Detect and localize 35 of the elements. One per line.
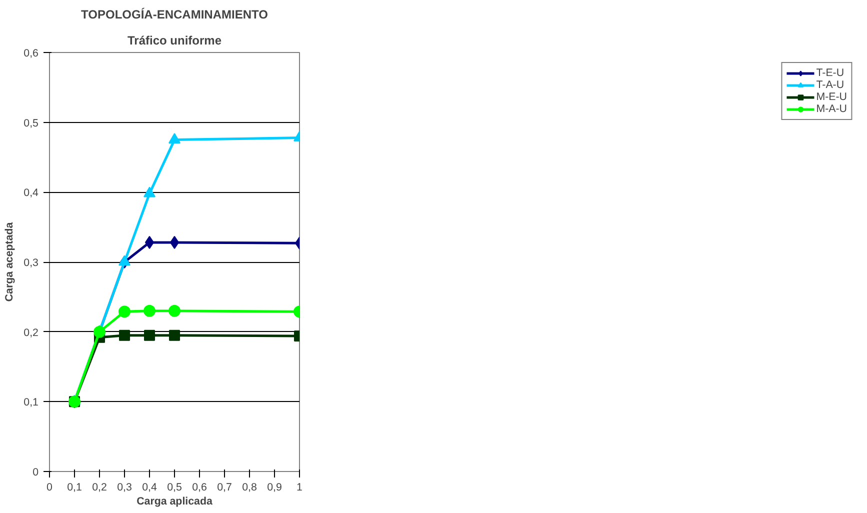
x-tick-label: 0,9 [267, 482, 282, 494]
point [144, 304, 156, 317]
legend-label: M-E-U [816, 91, 847, 103]
y-tick-label: 0,3 [24, 257, 39, 269]
point [144, 186, 156, 198]
y-axis-title: Carga aceptada [4, 222, 16, 302]
x-tick-label: 0,8 [242, 482, 257, 494]
x-tick-label: 0 [46, 482, 53, 494]
point [119, 330, 130, 341]
y-tick-label: 0,5 [24, 117, 39, 130]
point [168, 132, 180, 144]
chart-subtitle: Tráfico uniforme [127, 34, 222, 48]
y-tick-label: 0,6 [24, 48, 39, 60]
x-tick-label: 0,3 [117, 482, 132, 494]
chart-title: TOPOLOGÍA-ENCAMINAMIENTO [81, 8, 268, 22]
x-tick-label: 0,6 [192, 482, 207, 494]
legend-label: T-A-U [816, 79, 844, 91]
legend-label: T-E-U [816, 67, 844, 79]
x-tick-label: 0,1 [67, 482, 82, 494]
point [144, 330, 155, 341]
point [168, 304, 180, 317]
x-tick-label: 0,2 [92, 482, 107, 494]
point [169, 330, 180, 341]
y-tick-label: 0 [32, 466, 39, 478]
y-tick-label: 0,1 [24, 396, 39, 409]
legend-label: M-A-U [816, 103, 847, 115]
x-tick-label: 0,5 [167, 482, 182, 494]
x-tick-label: 0,4 [142, 482, 157, 494]
x-tick-label: 1 [296, 482, 303, 494]
x-axis-title: Carga aplicada [136, 496, 212, 508]
y-tick-label: 0,2 [24, 326, 39, 339]
y-tick-label: 0,4 [24, 187, 39, 200]
point [118, 255, 130, 266]
point [118, 306, 130, 318]
x-tick-label: 0,7 [217, 482, 232, 494]
